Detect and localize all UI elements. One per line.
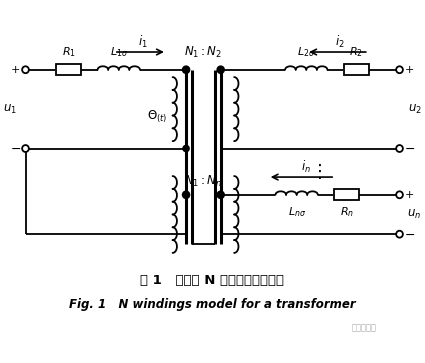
Text: 电子发烧友: 电子发烧友 [351, 323, 377, 332]
Circle shape [217, 191, 224, 198]
Text: $-$: $-$ [10, 142, 21, 155]
Text: +: + [405, 190, 414, 200]
Text: $R_n$: $R_n$ [340, 205, 354, 219]
Text: $u_1$: $u_1$ [3, 103, 17, 116]
Circle shape [183, 191, 190, 198]
Text: $\Theta_{(t)}$: $\Theta_{(t)}$ [147, 109, 167, 125]
Text: $-$: $-$ [404, 142, 415, 155]
Circle shape [22, 145, 29, 152]
Circle shape [396, 145, 403, 152]
Text: $N_1:N_n$: $N_1:N_n$ [184, 174, 223, 188]
Bar [334, 189, 359, 200]
Text: $L_{2\sigma}$: $L_{2\sigma}$ [297, 45, 315, 59]
Text: $L_{1\sigma}$: $L_{1\sigma}$ [110, 45, 128, 59]
Text: 图 1   变压器 N 绕组等值电路模型: 图 1 变压器 N 绕组等值电路模型 [140, 274, 284, 287]
Circle shape [22, 66, 29, 73]
Text: Fig. 1   N windings model for a transformer: Fig. 1 N windings model for a transforme… [69, 298, 355, 311]
Text: $L_{n\sigma}$: $L_{n\sigma}$ [288, 205, 306, 219]
Text: $u_2$: $u_2$ [408, 103, 422, 116]
Circle shape [396, 66, 403, 73]
Text: $i_2$: $i_2$ [335, 34, 345, 50]
Text: $R_1$: $R_1$ [62, 45, 76, 59]
Text: $u_n$: $u_n$ [407, 208, 421, 221]
Text: +: + [405, 65, 414, 75]
Circle shape [183, 146, 189, 151]
Text: $N_1:N_2$: $N_1:N_2$ [184, 44, 222, 60]
Circle shape [183, 66, 190, 73]
Circle shape [396, 191, 403, 198]
Bar [56, 64, 81, 75]
Circle shape [217, 66, 224, 73]
Text: $-$: $-$ [404, 228, 415, 241]
Text: $\vdots$: $\vdots$ [310, 162, 322, 181]
Circle shape [396, 231, 403, 238]
Text: +: + [11, 65, 20, 75]
Text: $i_n$: $i_n$ [301, 159, 311, 175]
Bar [344, 64, 369, 75]
Text: $R_2$: $R_2$ [349, 45, 363, 59]
Text: $i_1$: $i_1$ [138, 34, 147, 50]
